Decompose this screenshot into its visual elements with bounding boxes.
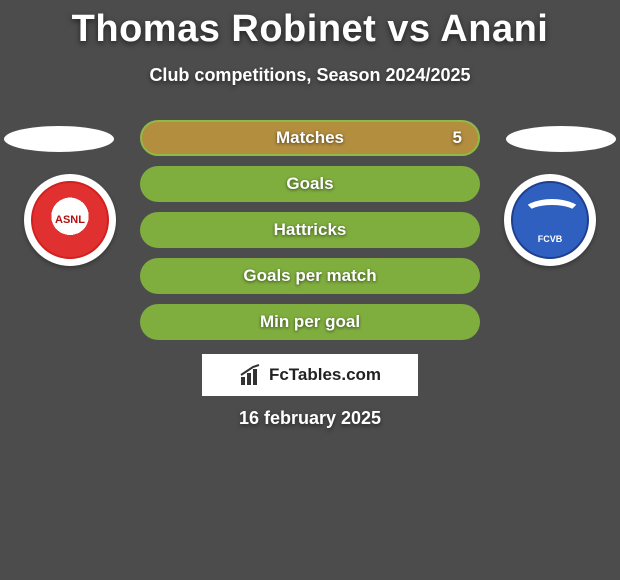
stat-label: Min per goal — [260, 312, 360, 332]
stat-value-right: 5 — [453, 128, 462, 148]
stat-row: Matches 5 — [140, 120, 480, 156]
stat-row: Hattricks — [140, 212, 480, 248]
stat-label: Hattricks — [274, 220, 347, 240]
stat-label: Goals per match — [243, 266, 376, 286]
subtitle: Club competitions, Season 2024/2025 — [0, 65, 620, 86]
branding-box[interactable]: FcTables.com — [202, 354, 418, 396]
stat-label: Matches — [276, 128, 344, 148]
stat-label: Goals — [286, 174, 333, 194]
bars-icon — [239, 363, 263, 387]
club-badge-right: FCVB — [504, 174, 596, 266]
player-photo-left — [4, 126, 114, 152]
club-badge-left: ASNL — [24, 174, 116, 266]
stat-row: Goals — [140, 166, 480, 202]
player-photo-right — [506, 126, 616, 152]
stat-row: Goals per match — [140, 258, 480, 294]
stat-row: Min per goal — [140, 304, 480, 340]
club-code-left: ASNL — [55, 214, 85, 226]
date-label: 16 february 2025 — [0, 408, 620, 429]
branding-label: FcTables.com — [269, 365, 381, 385]
page-title: Thomas Robinet vs Anani — [0, 0, 620, 51]
stats-table: Matches 5 Goals Hattricks Goals per matc… — [140, 120, 480, 350]
club-code-right: FCVB — [513, 235, 587, 245]
